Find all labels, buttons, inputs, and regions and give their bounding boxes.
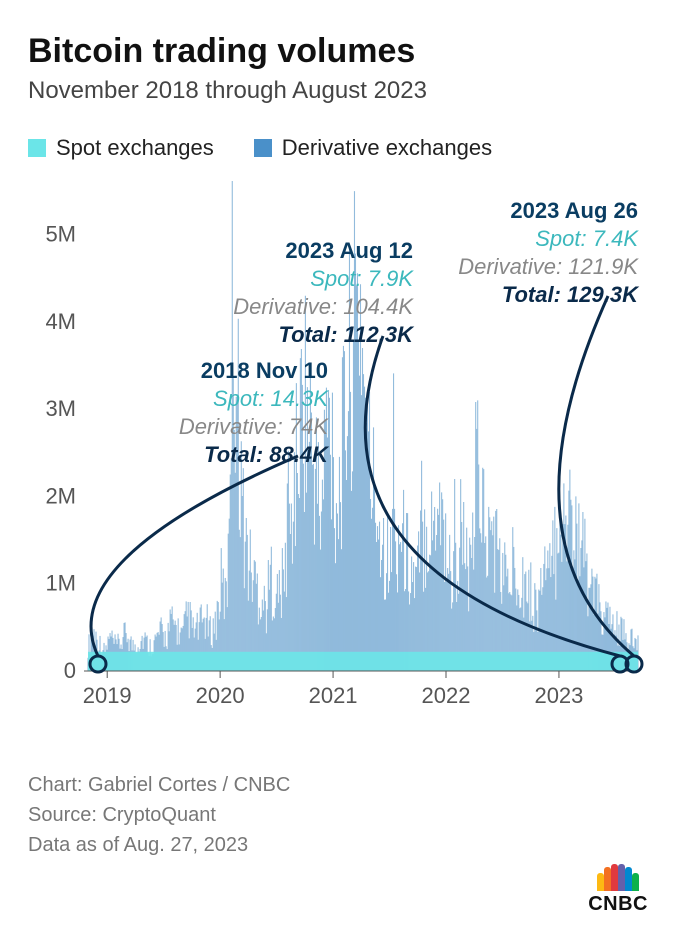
svg-text:Spot: 7.4K: Spot: 7.4K bbox=[535, 226, 639, 251]
svg-text:1M: 1M bbox=[45, 571, 76, 596]
chart-subtitle: November 2018 through August 2023 bbox=[28, 77, 648, 105]
chart-footer: Chart: Gabriel Cortes / CNBC Source: Cry… bbox=[28, 770, 648, 860]
cnbc-logo: CNBC bbox=[588, 864, 648, 917]
svg-text:Total: 112.3K: Total: 112.3K bbox=[279, 322, 416, 347]
svg-text:Derivative: 121.9K: Derivative: 121.9K bbox=[458, 254, 639, 279]
svg-text:Total: 129.3K: Total: 129.3K bbox=[502, 282, 640, 307]
legend-label-derivative: Derivative exchanges bbox=[282, 135, 492, 161]
svg-text:Derivative: 104.4K: Derivative: 104.4K bbox=[233, 294, 414, 319]
legend-item-derivative: Derivative exchanges bbox=[254, 135, 492, 161]
svg-text:4M: 4M bbox=[45, 309, 76, 334]
chart-title: Bitcoin trading volumes bbox=[28, 32, 648, 71]
svg-text:3M: 3M bbox=[45, 396, 76, 421]
logo-text: CNBC bbox=[588, 893, 648, 916]
svg-text:2023: 2023 bbox=[534, 683, 583, 708]
svg-text:Spot: 7.9K: Spot: 7.9K bbox=[310, 266, 414, 291]
svg-text:0: 0 bbox=[64, 658, 76, 683]
swatch-derivative bbox=[254, 139, 272, 157]
svg-text:2018 Nov 10: 2018 Nov 10 bbox=[201, 358, 328, 383]
svg-text:2021: 2021 bbox=[309, 683, 358, 708]
footer-credit: Chart: Gabriel Cortes / CNBC bbox=[28, 770, 648, 800]
legend: Spot exchanges Derivative exchanges bbox=[28, 135, 648, 161]
svg-text:2022: 2022 bbox=[422, 683, 471, 708]
svg-text:2019: 2019 bbox=[83, 683, 132, 708]
svg-text:Spot: 14.3K: Spot: 14.3K bbox=[213, 386, 329, 411]
legend-item-spot: Spot exchanges bbox=[28, 135, 214, 161]
svg-text:2020: 2020 bbox=[196, 683, 245, 708]
footer-date: Data as of Aug. 27, 2023 bbox=[28, 830, 648, 860]
svg-text:2M: 2M bbox=[45, 483, 76, 508]
svg-text:2023 Aug 26: 2023 Aug 26 bbox=[510, 198, 638, 223]
svg-text:Derivative: 74K: Derivative: 74K bbox=[179, 414, 330, 439]
swatch-spot bbox=[28, 139, 46, 157]
svg-text:Total: 88.4K: Total: 88.4K bbox=[204, 442, 330, 467]
peacock-icon bbox=[597, 864, 639, 892]
svg-text:5M: 5M bbox=[45, 222, 76, 247]
legend-label-spot: Spot exchanges bbox=[56, 135, 214, 161]
footer-source: Source: CryptoQuant bbox=[28, 800, 648, 830]
chart-container: 0 1M 2M 3M 4M 5M 2019 2020 2021 2022 2023 2018 Nov … bbox=[28, 181, 648, 746]
svg-text:2023 Aug 12: 2023 Aug 12 bbox=[285, 238, 413, 263]
volume-chart: 0 1M 2M 3M 4M 5M 2019 2020 2021 2022 2023 2018 Nov … bbox=[28, 181, 648, 741]
